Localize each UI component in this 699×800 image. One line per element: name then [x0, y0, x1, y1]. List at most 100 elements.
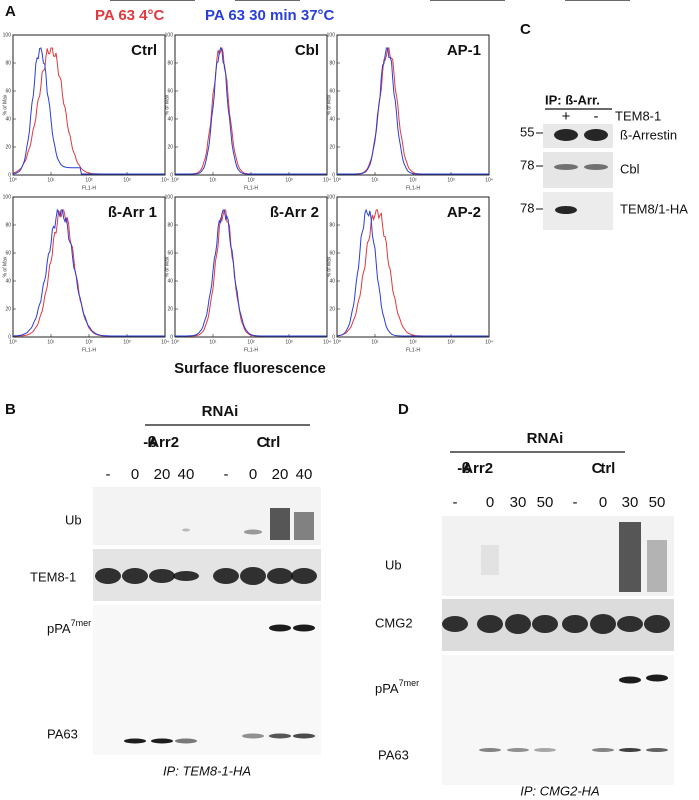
blot-label: PA63 — [47, 726, 78, 741]
y-tick-label: 20 — [329, 144, 335, 150]
group-label: ß-Arr2 — [143, 434, 179, 451]
x-tick-label: 10² — [409, 177, 417, 183]
x-tick-label: 10³ — [285, 339, 293, 345]
y-tick-label: 40 — [329, 278, 335, 284]
blot-label-main: pPA — [375, 681, 399, 696]
x-tick-label: 10⁰ — [171, 339, 179, 345]
band — [291, 568, 317, 584]
blot-label-sup: 7mer — [399, 678, 420, 688]
lane-label: 0 — [599, 494, 607, 511]
x-tick-label: 10⁴ — [323, 339, 331, 345]
lane-label: 50 — [537, 494, 554, 511]
x-tick-label: 10¹ — [371, 339, 379, 345]
x-tick-label: 10⁰ — [333, 339, 341, 345]
band — [479, 748, 501, 752]
panel-label: B — [5, 401, 16, 418]
x-tick-label: 10³ — [123, 339, 131, 345]
x-tick-label: 10¹ — [47, 177, 55, 183]
band — [95, 568, 121, 584]
band — [124, 738, 146, 744]
y-tick-label: 20 — [329, 306, 335, 312]
x-axis-title: FL1-H — [82, 185, 96, 191]
blot-label-sup: 7mer — [71, 618, 92, 628]
band — [619, 676, 641, 684]
x-axis-title: FL1-H — [406, 185, 420, 191]
band — [244, 529, 262, 535]
x-tick-label: 10¹ — [209, 339, 217, 345]
blot-label: pPA7mer — [47, 618, 91, 636]
x-axis-title: FL1-H — [244, 347, 258, 353]
y-tick-label: 60 — [329, 88, 335, 94]
band — [173, 571, 199, 581]
y-axis-title: % of Max — [164, 94, 170, 115]
band — [175, 738, 197, 744]
band — [584, 164, 608, 170]
y-tick-label: 60 — [329, 250, 335, 256]
lane-label: 40 — [178, 466, 195, 483]
band — [646, 674, 668, 682]
band — [293, 733, 315, 739]
band — [442, 616, 468, 632]
x-tick-label: 10³ — [285, 177, 293, 183]
band — [149, 569, 175, 583]
y-tick-label: 40 — [5, 116, 11, 122]
plot-title: AP-2 — [447, 204, 481, 221]
y-tick-label: 60 — [5, 250, 11, 256]
histogram-curve — [337, 47, 489, 175]
plot-title: Ctrl — [131, 42, 157, 59]
y-axis-title: % of Max — [2, 256, 8, 277]
smear — [294, 512, 314, 540]
band — [534, 748, 556, 752]
y-tick-label: 60 — [167, 250, 173, 256]
y-axis-title: % of Max — [326, 256, 332, 277]
lane-label: - — [573, 494, 578, 511]
x-tick-label: 10² — [85, 339, 93, 345]
band — [646, 748, 668, 752]
band — [590, 614, 616, 634]
legend-entry: PA 63 30 min 37°C — [205, 7, 335, 24]
band — [554, 164, 578, 170]
blot-label: Cbl — [620, 161, 640, 176]
blot-label-main: pPA — [47, 621, 71, 636]
y-tick-label: 60 — [5, 88, 11, 94]
x-axis-title: FL1-H — [406, 347, 420, 353]
band — [269, 624, 291, 632]
y-tick-label: 80 — [329, 60, 335, 66]
lane-label: 0 — [249, 466, 257, 483]
x-axis-title: FL1-H — [82, 347, 96, 353]
y-tick-label: 40 — [329, 116, 335, 122]
mw-label: 78 — [520, 157, 534, 172]
y-tick-label: 80 — [167, 60, 173, 66]
lane-label: 50 — [649, 494, 666, 511]
x-axis-title: FL1-H — [244, 185, 258, 191]
lane-label: - — [224, 466, 229, 483]
x-tick-label: 10⁴ — [485, 177, 493, 183]
mw-label: 78 — [520, 200, 534, 215]
x-tick-label: 10⁰ — [9, 339, 17, 345]
lane-label: 30 — [622, 494, 639, 511]
blot-label: CMG2 — [375, 615, 413, 630]
band — [151, 738, 173, 744]
y-tick-label: 0 — [332, 172, 335, 178]
histogram-curve — [12, 47, 165, 175]
panel-label: C — [520, 21, 531, 38]
x-tick-label: 10² — [247, 177, 255, 183]
blot-label: TEM8-1 — [30, 569, 76, 584]
histogram-curve — [175, 46, 327, 175]
lane-label: 20 — [272, 466, 289, 483]
y-tick-label: 100 — [165, 32, 174, 38]
y-tick-label: 0 — [8, 334, 11, 340]
histogram-curve — [175, 46, 327, 175]
x-tick-label: 10⁴ — [485, 339, 493, 345]
x-tick-label: 10⁰ — [9, 177, 17, 183]
histogram-curve — [175, 209, 327, 337]
y-tick-label: 0 — [170, 334, 173, 340]
band — [532, 615, 558, 633]
y-axis-title: % of Max — [164, 256, 170, 277]
y-tick-label: 80 — [5, 60, 11, 66]
blot-label: Ub — [385, 557, 402, 572]
y-axis-title: % of Max — [2, 94, 8, 115]
x-tick-label: 10² — [409, 339, 417, 345]
ip-label: IP: TEM8-1-HA — [163, 763, 251, 778]
blot-label: PA63 — [378, 747, 409, 762]
